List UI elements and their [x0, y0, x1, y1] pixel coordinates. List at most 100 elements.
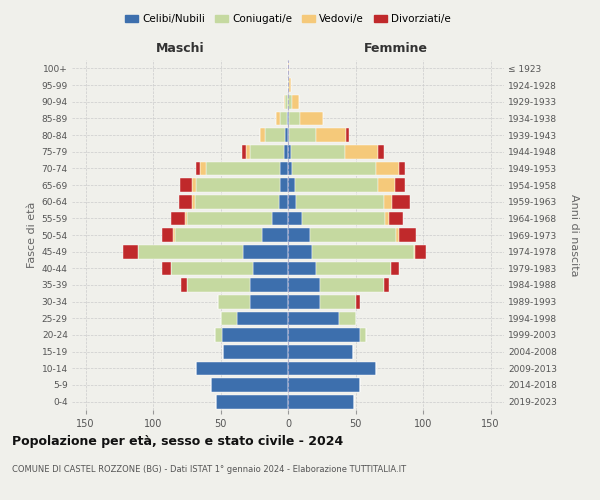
Bar — [138, 245, 244, 258]
Bar — [288, 295, 320, 308]
Bar — [288, 162, 292, 175]
Bar — [288, 228, 310, 242]
Bar — [221, 312, 236, 325]
Bar — [392, 195, 410, 208]
Bar — [288, 328, 359, 342]
Bar — [215, 328, 222, 342]
Bar — [288, 262, 316, 275]
Bar — [288, 212, 302, 225]
Bar — [262, 228, 288, 242]
Y-axis label: Fasce di età: Fasce di età — [28, 202, 37, 268]
Bar — [206, 162, 280, 175]
Bar — [288, 178, 295, 192]
Bar — [236, 312, 288, 325]
Bar — [272, 212, 288, 225]
Bar — [278, 195, 288, 208]
Legend: Celibi/Nubili, Coniugati/e, Vedovi/e, Divorziati/e: Celibi/Nubili, Coniugati/e, Vedovi/e, Di… — [121, 10, 455, 29]
Bar — [288, 95, 292, 108]
Bar — [163, 262, 170, 275]
Bar — [288, 362, 376, 375]
Bar — [316, 262, 391, 275]
Bar — [287, 112, 288, 125]
Bar — [123, 245, 138, 258]
Bar — [244, 245, 288, 258]
Bar — [196, 178, 280, 192]
Bar — [280, 162, 288, 175]
Bar — [242, 145, 246, 158]
Bar — [196, 362, 288, 375]
Bar — [211, 378, 288, 392]
Bar — [320, 278, 384, 292]
Bar — [399, 162, 406, 175]
Bar — [280, 178, 288, 192]
Bar — [222, 328, 288, 342]
Bar — [185, 212, 187, 225]
Bar — [396, 228, 398, 242]
Bar — [284, 145, 288, 158]
Bar — [253, 262, 288, 275]
Bar — [313, 245, 413, 258]
Bar — [284, 95, 286, 108]
Bar — [288, 145, 290, 158]
Bar — [170, 212, 185, 225]
Bar — [217, 395, 288, 408]
Bar — [280, 112, 287, 125]
Bar — [395, 178, 406, 192]
Bar — [316, 128, 346, 142]
Bar — [200, 162, 206, 175]
Bar — [288, 128, 289, 142]
Bar — [310, 228, 396, 242]
Bar — [218, 295, 250, 308]
Bar — [288, 378, 359, 392]
Y-axis label: Anni di nascita: Anni di nascita — [569, 194, 578, 276]
Bar — [289, 112, 300, 125]
Bar — [179, 195, 192, 208]
Bar — [192, 195, 195, 208]
Bar — [187, 278, 250, 292]
Bar — [288, 395, 354, 408]
Bar — [292, 162, 376, 175]
Bar — [379, 178, 395, 192]
Bar — [288, 195, 296, 208]
Bar — [289, 128, 316, 142]
Bar — [376, 162, 398, 175]
Bar — [173, 228, 175, 242]
Bar — [181, 278, 187, 292]
Text: COMUNE DI CASTEL ROZZONE (BG) - Dati ISTAT 1° gennaio 2024 - Elaborazione TUTTIT: COMUNE DI CASTEL ROZZONE (BG) - Dati IST… — [12, 465, 406, 474]
Bar — [415, 245, 426, 258]
Bar — [385, 212, 389, 225]
Bar — [187, 212, 272, 225]
Bar — [195, 195, 278, 208]
Text: Maschi: Maschi — [155, 42, 205, 55]
Bar — [286, 128, 288, 142]
Bar — [292, 95, 299, 108]
Bar — [399, 228, 416, 242]
Bar — [384, 278, 389, 292]
Bar — [250, 278, 288, 292]
Bar — [300, 112, 323, 125]
Bar — [391, 262, 399, 275]
Bar — [288, 345, 353, 358]
Bar — [288, 245, 313, 258]
Bar — [288, 278, 320, 292]
Bar — [276, 112, 280, 125]
Bar — [344, 145, 379, 158]
Bar — [288, 78, 289, 92]
Bar — [180, 178, 192, 192]
Bar — [163, 228, 173, 242]
Bar — [288, 112, 289, 125]
Bar — [302, 212, 385, 225]
Bar — [250, 145, 284, 158]
Bar — [413, 245, 415, 258]
Bar — [170, 262, 253, 275]
Bar — [289, 78, 291, 92]
Bar — [320, 295, 355, 308]
Bar — [260, 128, 265, 142]
Bar — [346, 128, 349, 142]
Bar — [288, 62, 289, 75]
Bar — [265, 128, 286, 142]
Bar — [192, 178, 196, 192]
Bar — [389, 212, 403, 225]
Bar — [223, 345, 288, 358]
Bar — [250, 295, 288, 308]
